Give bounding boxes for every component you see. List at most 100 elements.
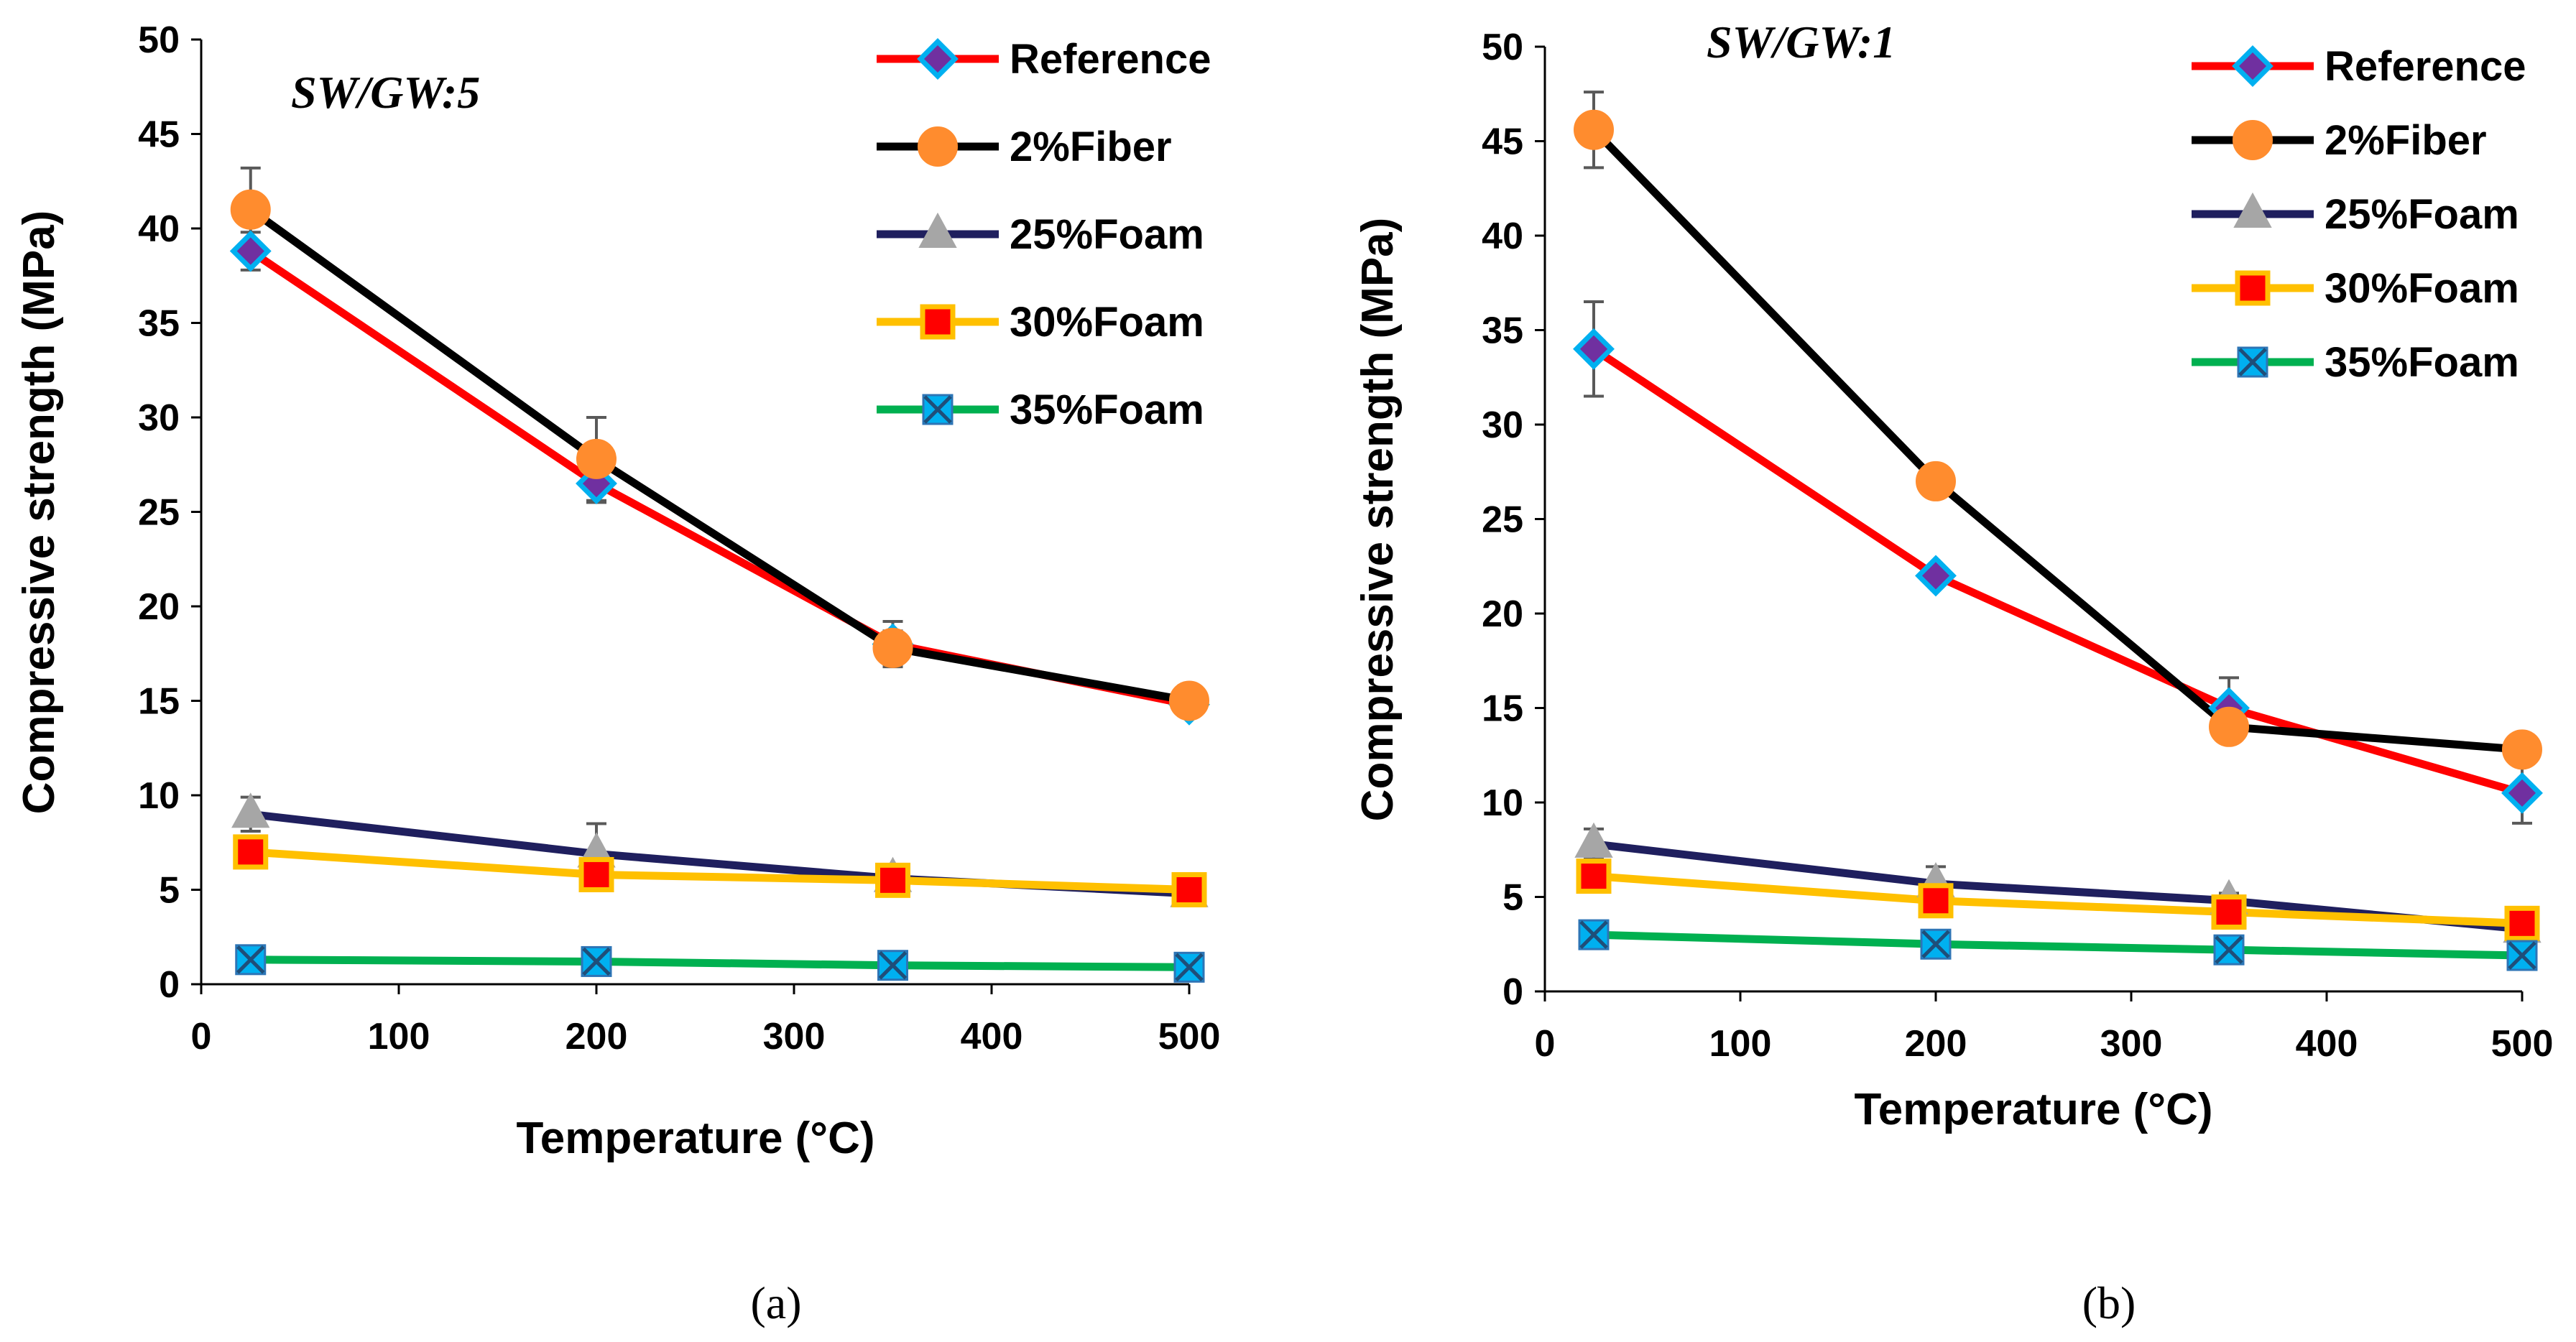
y-tick-label: 25	[1482, 499, 1523, 541]
y-tick-label: 45	[138, 114, 180, 156]
legend-marker	[920, 304, 956, 340]
data-point	[1573, 328, 1615, 370]
x-tick-label: 0	[1535, 1023, 1556, 1065]
panel-title-b: SW/GW:1	[1707, 17, 1896, 68]
legend-item-reference: Reference	[2192, 43, 2526, 90]
series-points-35pct-foam	[235, 944, 1205, 983]
data-point	[877, 950, 908, 981]
legend-item-25pct-foam: 25%Foam	[2192, 191, 2519, 238]
data-point	[2501, 772, 2543, 814]
legend-marker	[917, 38, 959, 80]
data-point	[1920, 928, 1952, 960]
legend-label: Reference	[1010, 36, 1211, 83]
legend-item-35pct-foam: 35%Foam	[2192, 339, 2519, 386]
y-tick-label: 40	[138, 208, 180, 250]
data-point	[2211, 894, 2247, 930]
data-point	[1574, 109, 1614, 150]
data-point	[576, 438, 617, 479]
y-tick-label: 0	[1502, 971, 1523, 1013]
data-point	[2504, 905, 2540, 941]
x-tick-label: 500	[1158, 1016, 1221, 1058]
data-point	[581, 945, 612, 977]
y-tick-label: 10	[138, 775, 180, 817]
data-point	[2506, 940, 2538, 971]
x-tick-label: 300	[2100, 1023, 2163, 1065]
marker-cross-b	[2215, 935, 2243, 964]
marker-cross-b	[236, 945, 265, 974]
y-tick-label: 50	[138, 19, 180, 61]
data-point	[1915, 555, 1957, 597]
series-line-35pct-foam	[250, 955, 1190, 971]
y-tick-label: 0	[159, 964, 180, 1006]
legend-label: 2%Fiber	[1010, 124, 1172, 170]
x-tick-label: 200	[565, 1016, 628, 1058]
series-line-30pct-foam	[250, 848, 1190, 894]
marker-cross-b	[2238, 348, 2267, 376]
marker-cross-b	[582, 947, 611, 976]
x-tick-label: 200	[1905, 1023, 1967, 1065]
legend-item-30pct-foam: 30%Foam	[2192, 265, 2519, 312]
series-line-35pct-foam	[1593, 930, 2523, 960]
series-line-reference	[1591, 346, 2524, 797]
series-points-30pct-foam	[1576, 859, 2540, 941]
data-point	[1574, 822, 1613, 858]
panel-title-a: SW/GW:5	[291, 67, 480, 118]
legend-label: 2%Fiber	[2325, 117, 2487, 164]
legend-marker	[2233, 192, 2272, 228]
y-tick-label: 5	[1502, 877, 1523, 919]
x-tick-label: 100	[368, 1016, 430, 1058]
marker-cross-b	[1175, 953, 1204, 982]
y-tick-label: 15	[1482, 688, 1523, 730]
y-tick-label: 20	[1482, 593, 1523, 635]
marker-cross-b	[2508, 941, 2536, 970]
legend-marker	[2237, 346, 2268, 378]
data-point	[231, 792, 270, 828]
x-tick-label: 400	[2296, 1023, 2358, 1065]
y-tick-label: 30	[138, 397, 180, 439]
marker-cross-b	[923, 395, 952, 424]
data-point	[233, 834, 269, 870]
x-tick-label: 300	[763, 1016, 826, 1058]
legend-marker	[922, 394, 954, 425]
y-tick-label: 45	[1482, 121, 1523, 163]
data-point	[1173, 951, 1205, 983]
series-points-2pct-fiber	[1574, 109, 2542, 770]
y-tick-label: 10	[1482, 782, 1523, 824]
y-tick-label: 50	[1482, 27, 1523, 68]
data-point	[235, 944, 267, 976]
y-tick-label: 15	[138, 681, 180, 723]
legend-marker	[2235, 270, 2271, 306]
y-axis-title: Compressive strength (MPa)	[14, 210, 64, 815]
data-point	[1576, 859, 1612, 894]
legend-label: 25%Foam	[2325, 191, 2519, 238]
x-tick-label: 100	[1709, 1023, 1772, 1065]
legend-label: 25%Foam	[1010, 211, 1204, 258]
legend-item-reference: Reference	[877, 36, 1211, 83]
panel-caption-b: (b)	[2082, 1277, 2136, 1328]
series-line-2pct-fiber	[1591, 126, 2523, 754]
x-axis-title: Temperature (°C)	[516, 1114, 874, 1163]
legend-marker	[2233, 120, 2273, 160]
x-tick-label: 500	[2491, 1023, 2554, 1065]
data-point	[2209, 706, 2249, 747]
marker-cross-b	[878, 950, 908, 980]
series-line-30pct-foam	[1593, 872, 2523, 927]
y-tick-label: 35	[1482, 310, 1523, 352]
legend-marker	[918, 212, 957, 248]
series-points-30pct-foam	[233, 834, 1207, 907]
data-point	[1578, 919, 1610, 950]
legend-marker	[2232, 45, 2273, 87]
data-point	[2213, 934, 2245, 966]
legend-item-2pct-fiber: 2%Fiber	[877, 124, 1172, 170]
marker-cross-b	[1579, 920, 1608, 949]
data-point	[1916, 461, 1956, 501]
y-axis-title: Compressive strength (MPa)	[1353, 218, 1403, 822]
data-point	[230, 189, 271, 230]
y-tick-label: 5	[159, 870, 180, 912]
